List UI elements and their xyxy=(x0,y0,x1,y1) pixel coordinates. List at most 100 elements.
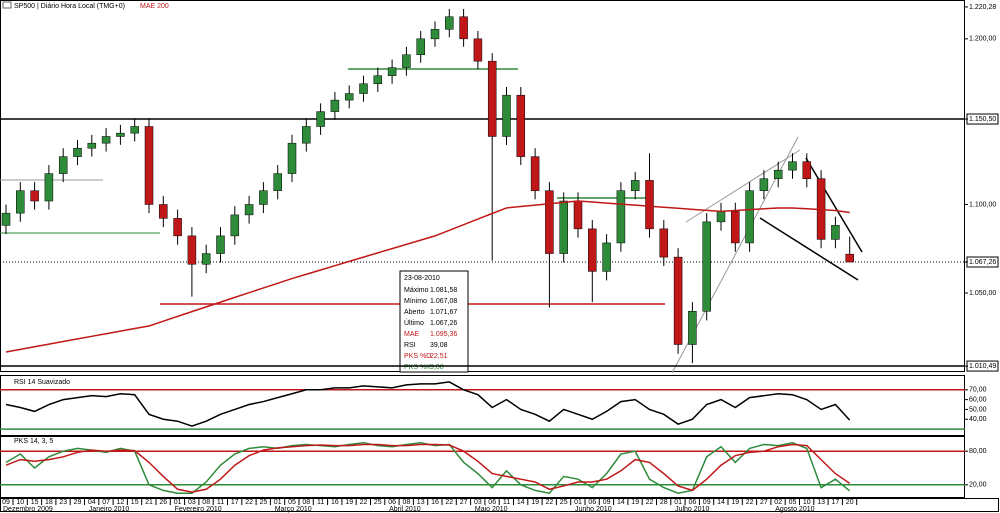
candle-body xyxy=(645,180,654,230)
x-tick-label: 14 xyxy=(517,499,525,506)
x-tick-label: 25 xyxy=(560,499,568,506)
x-tick-label: 15 xyxy=(31,499,39,506)
x-tick-label: 09 xyxy=(703,499,711,506)
candle-body xyxy=(688,311,697,345)
x-tick-label: 06 xyxy=(388,499,396,506)
candle-body xyxy=(101,136,111,144)
x-tick-label: 05 xyxy=(288,499,296,506)
info-label: Máximo xyxy=(404,287,429,294)
info-value: 1.067,08 xyxy=(430,298,457,305)
month-label: Abril 2010 xyxy=(389,506,421,513)
y-tick-label: 1.200,00 xyxy=(969,36,996,43)
info-value: 1.095,36 xyxy=(430,331,457,338)
x-tick-label: 19 xyxy=(531,499,539,506)
info-value: 39,08 xyxy=(430,342,448,349)
candle-body xyxy=(416,38,425,56)
candle-body xyxy=(573,200,583,230)
candle-body xyxy=(16,190,25,214)
candle-body xyxy=(1,212,11,226)
month-label: Julho 2010 xyxy=(675,506,709,513)
x-tick-label: 15 xyxy=(131,499,139,506)
candle-body xyxy=(344,93,354,101)
x-tick-label: 11 xyxy=(503,499,510,506)
overlay-line xyxy=(5,200,850,353)
month-label: Janeiro 2010 xyxy=(89,506,130,513)
x-tick-label: 07 xyxy=(102,499,110,506)
x-tick-label: 06 xyxy=(588,499,596,506)
candle-body xyxy=(516,94,526,157)
candle-body xyxy=(788,161,797,171)
x-tick-label: 06 xyxy=(689,499,697,506)
candle-body xyxy=(330,99,340,112)
month-label: Maio 2010 xyxy=(475,506,508,513)
x-tick-label: 05 xyxy=(789,499,797,506)
candle-body xyxy=(588,228,597,272)
y-tick-label: 40,00 xyxy=(969,416,987,423)
info-label: MAE xyxy=(404,331,420,338)
x-tick-label: 10 xyxy=(803,499,811,506)
candle-body xyxy=(559,200,568,254)
rsi-title: RSI 14 Suavizado xyxy=(14,379,70,386)
info-value: 1.071,67 xyxy=(430,309,457,316)
candle-body xyxy=(459,16,468,40)
candle-body xyxy=(773,169,783,179)
month-label: Dezembro 2009 xyxy=(3,506,53,513)
x-tick-label: 27 xyxy=(460,499,468,506)
info-value: 1.081,58 xyxy=(430,287,457,294)
x-tick-label: 21 xyxy=(145,499,153,506)
x-tick-label: 19 xyxy=(731,499,739,506)
candle-body xyxy=(216,235,225,254)
x-tick-label: 20 xyxy=(846,499,854,506)
x-tick-label: 23 xyxy=(59,499,67,506)
info-label: Último xyxy=(404,318,424,327)
candle-body xyxy=(445,16,454,30)
y-tick-label: 70,00 xyxy=(969,387,987,394)
month-label: Março 2010 xyxy=(275,506,312,513)
x-tick-label: 01 xyxy=(574,499,582,506)
y-tick-label: 1.100,00 xyxy=(969,201,996,208)
candle-body xyxy=(373,75,383,85)
candle-body xyxy=(673,256,683,345)
candle-body xyxy=(387,67,397,76)
series-line xyxy=(5,443,851,493)
y-tick-label: 1.067,26 xyxy=(969,259,996,266)
candle-body xyxy=(845,253,854,263)
x-tick-label: 01 xyxy=(274,499,282,506)
candle-body xyxy=(473,38,483,62)
info-label: Mínimo xyxy=(404,298,427,305)
candle-body xyxy=(201,253,211,265)
x-tick-label: 09 xyxy=(603,499,611,506)
candle-body xyxy=(58,156,68,174)
candle-body xyxy=(716,211,726,223)
x-tick-label: 12 xyxy=(117,499,125,506)
y-tick-label: 1.220,28 xyxy=(969,4,996,11)
y-tick-label: 1.050,00 xyxy=(969,290,996,297)
candle-body xyxy=(602,242,611,272)
candle-body xyxy=(745,190,754,244)
candle-body xyxy=(316,111,325,127)
chart-title: SP500 | Diário Hora Local (TMG+0) xyxy=(14,3,125,10)
x-tick-label: 22 xyxy=(360,499,368,506)
info-label: PKS %D xyxy=(404,353,431,360)
wedge-line xyxy=(805,157,863,253)
rsi-panel xyxy=(0,375,965,436)
candle-body xyxy=(616,190,626,244)
y-tick-label: 60,00 xyxy=(969,396,987,403)
candle-body xyxy=(159,204,168,219)
info-box-frame xyxy=(399,270,469,373)
candle-body xyxy=(731,211,740,244)
info-label: PKS %K xyxy=(404,364,431,371)
x-tick-label: 16 xyxy=(331,499,339,506)
x-tick-label: 13 xyxy=(817,499,825,506)
price-panel xyxy=(0,0,965,372)
info-date: 23-08-2010 xyxy=(404,275,440,282)
candle-body xyxy=(187,235,197,265)
x-tick-label: 01 xyxy=(174,499,182,506)
x-tick-label: 08 xyxy=(202,499,210,506)
x-tick-label: 25 xyxy=(260,499,268,506)
candle-body xyxy=(73,147,82,157)
candle-body xyxy=(702,221,711,312)
